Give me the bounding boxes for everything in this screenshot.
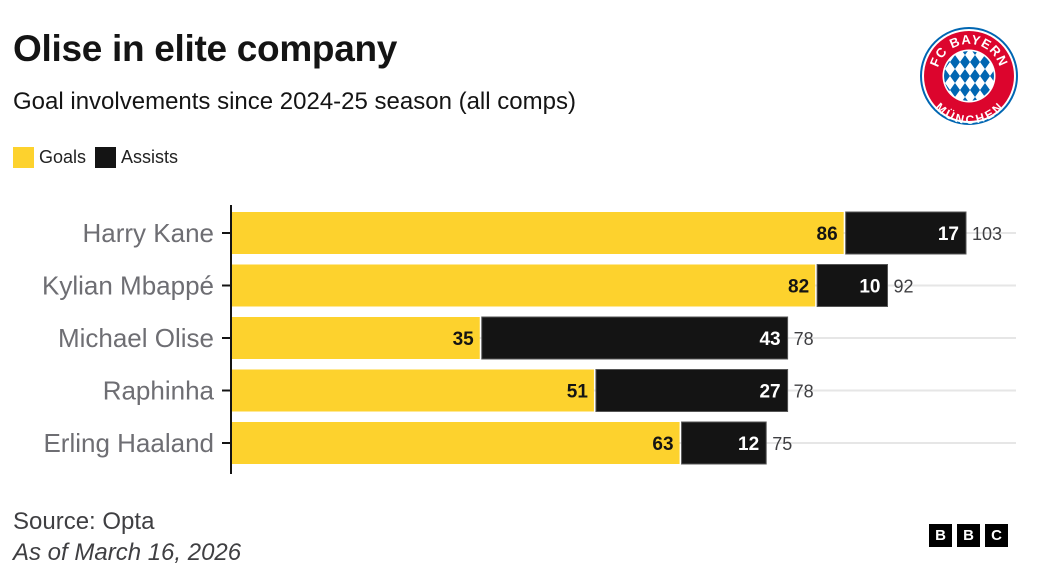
bar-assists [595,369,789,412]
total-label: 78 [794,382,814,402]
data-label-goals: 35 [453,329,475,350]
bar-goals [231,422,680,464]
total-label: 92 [894,277,914,297]
bar-assists [681,421,767,465]
category-label: Raphinha [103,376,215,406]
bbc-logo: B B C [929,524,1013,547]
source-note: Source: Opta [13,508,155,535]
chart-title: Olise in elite company [13,28,398,69]
category-label: Michael Olise [58,323,214,353]
data-label-assists: 43 [759,329,780,350]
data-label-assists: 12 [738,434,759,455]
data-label-goals: 82 [788,277,809,298]
total-label: 78 [794,329,814,349]
date-note: As of March 16, 2026 [13,539,242,566]
bbc-logo-letter: C [985,524,1008,547]
bar-goals [231,369,594,412]
data-label-goals: 63 [652,434,673,455]
legend-item-goals: Goals [13,147,86,168]
bar-goals [231,264,816,307]
data-label-assists: 10 [859,277,880,298]
bar-assists [481,316,789,360]
data-label-goals: 51 [567,382,589,403]
bar-assists [845,211,967,255]
chart-subtitle: Goal involvements since 2024-25 season (… [13,88,576,115]
fc-bayern-crest-icon: FC BAYERN MÜNCHEN [920,27,1018,127]
bar-goals [231,317,480,359]
category-label: Harry Kane [83,218,215,248]
legend: Goals Assists [13,147,187,168]
bar-goals [231,212,844,254]
total-label: 103 [972,224,1002,244]
legend-label-assists: Assists [121,147,179,167]
stacked-bar-chart: Harry Kane 86 17 103 Kylian Mbappé 82 10 92 Mich… [42,205,1016,474]
bbc-logo-letter: B [929,524,952,547]
category-label: Kylian Mbappé [42,271,214,301]
legend-item-assists: Assists [95,147,178,168]
legend-swatch-goals [13,147,34,168]
data-label-assists: 17 [938,224,959,245]
bar-assists [816,264,889,307]
legend-label-goals: Goals [39,147,87,167]
data-label-goals: 86 [817,224,838,245]
total-label: 75 [772,434,792,454]
legend-swatch-assists [95,147,117,168]
bbc-logo-letter: B [957,524,980,547]
data-label-assists: 27 [759,382,780,403]
category-label: Erling Haaland [43,428,214,458]
